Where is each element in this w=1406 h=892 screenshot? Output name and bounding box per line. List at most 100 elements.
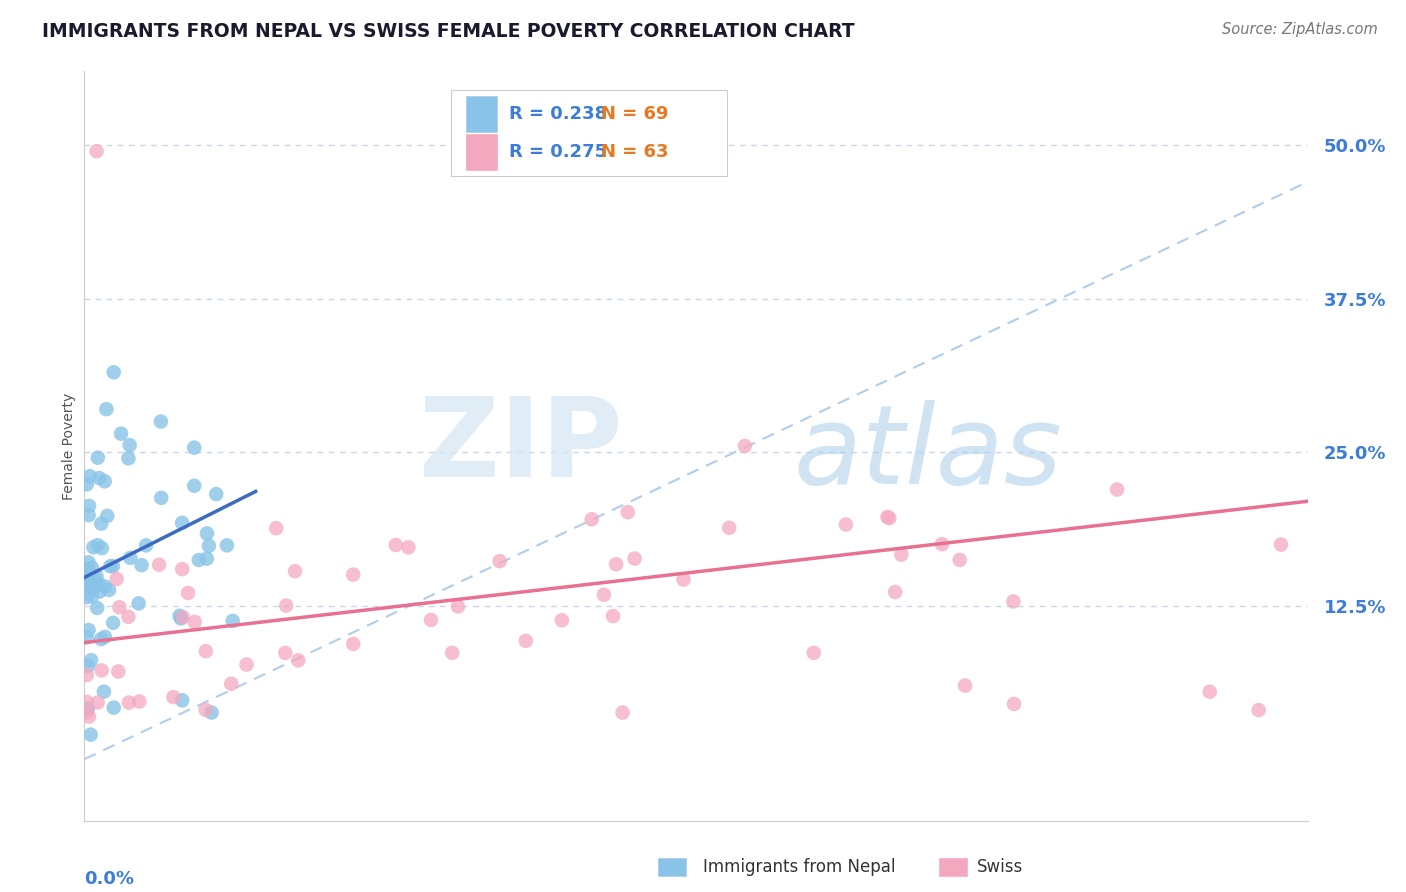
Point: [149, 415, 172, 429]
Point: [396, 541, 419, 555]
Text: R = 0.238: R = 0.238: [509, 105, 607, 123]
Point: [86, 696, 108, 710]
Point: [79, 469, 101, 483]
Point: [803, 646, 825, 660]
Point: [1002, 697, 1025, 711]
Point: [77, 562, 100, 576]
Point: [384, 538, 406, 552]
Point: [718, 521, 741, 535]
Point: [89, 584, 111, 599]
Point: [672, 573, 695, 587]
Bar: [465, 96, 496, 132]
Point: [76, 570, 98, 584]
Text: R = 0.275: R = 0.275: [509, 143, 607, 161]
Text: N = 69: N = 69: [600, 105, 668, 123]
Point: [602, 609, 624, 624]
Text: N = 63: N = 63: [600, 143, 668, 161]
Point: [1198, 684, 1220, 698]
Text: atlas: atlas: [794, 400, 1063, 507]
Point: [876, 510, 898, 524]
Point: [103, 365, 125, 379]
Point: [80, 728, 103, 742]
Point: [90, 516, 112, 531]
Point: [195, 551, 218, 566]
Point: [215, 538, 238, 552]
Point: [183, 615, 205, 629]
Point: [488, 554, 510, 568]
Point: [284, 564, 307, 578]
Point: [87, 577, 110, 591]
Point: [76, 574, 98, 589]
Point: [183, 441, 205, 455]
Point: [110, 426, 132, 441]
Point: [150, 491, 173, 505]
Point: [1107, 483, 1129, 497]
Point: [86, 569, 108, 583]
Point: [605, 558, 627, 572]
Point: [82, 541, 104, 555]
Point: [1247, 703, 1270, 717]
Point: [128, 694, 150, 708]
Point: [108, 600, 131, 615]
Point: [118, 438, 141, 452]
Point: [235, 657, 257, 672]
Point: [86, 538, 108, 552]
Point: [135, 538, 157, 552]
Point: [101, 559, 124, 574]
Point: [734, 439, 756, 453]
Point: [1002, 594, 1025, 608]
Text: Source: ZipAtlas.com: Source: ZipAtlas.com: [1222, 22, 1378, 37]
Point: [287, 653, 309, 667]
Point: [931, 537, 953, 551]
Point: [80, 590, 103, 604]
Point: [89, 471, 111, 485]
Point: [276, 599, 298, 613]
Text: 0.0%: 0.0%: [84, 871, 135, 888]
Point: [264, 521, 287, 535]
Point: [76, 590, 98, 604]
Text: IMMIGRANTS FROM NEPAL VS SWISS FEMALE POVERTY CORRELATION CHART: IMMIGRANTS FROM NEPAL VS SWISS FEMALE PO…: [42, 22, 855, 41]
Y-axis label: Female Poverty: Female Poverty: [62, 392, 76, 500]
Point: [420, 613, 443, 627]
Point: [76, 668, 98, 682]
Point: [200, 706, 222, 720]
Point: [82, 582, 104, 597]
Point: [80, 560, 103, 574]
Point: [131, 558, 153, 573]
Point: [87, 450, 110, 465]
Point: [117, 609, 139, 624]
Point: [835, 517, 858, 532]
Point: [194, 703, 217, 717]
Point: [128, 596, 150, 610]
Point: [342, 567, 364, 582]
Point: [198, 539, 221, 553]
Point: [83, 574, 105, 588]
Point: [219, 677, 242, 691]
Point: [94, 579, 117, 593]
Point: [79, 577, 101, 591]
Point: [107, 665, 129, 679]
Point: [1270, 537, 1292, 551]
Point: [187, 553, 209, 567]
Point: [90, 632, 112, 647]
Point: [884, 585, 907, 599]
Point: [118, 696, 141, 710]
Point: [879, 511, 901, 525]
Point: [93, 684, 115, 698]
Point: [194, 644, 217, 658]
Point: [172, 562, 194, 576]
Point: [96, 508, 118, 523]
Point: [77, 499, 100, 513]
Point: [205, 487, 228, 501]
Point: [98, 582, 121, 597]
Point: [94, 630, 117, 644]
Point: [890, 548, 912, 562]
Text: Swiss: Swiss: [977, 858, 1024, 876]
Point: [949, 553, 972, 567]
Text: ZIP: ZIP: [419, 392, 623, 500]
Point: [86, 601, 108, 615]
Point: [98, 559, 121, 574]
Point: [101, 615, 124, 630]
Point: [117, 451, 139, 466]
Point: [172, 516, 194, 530]
